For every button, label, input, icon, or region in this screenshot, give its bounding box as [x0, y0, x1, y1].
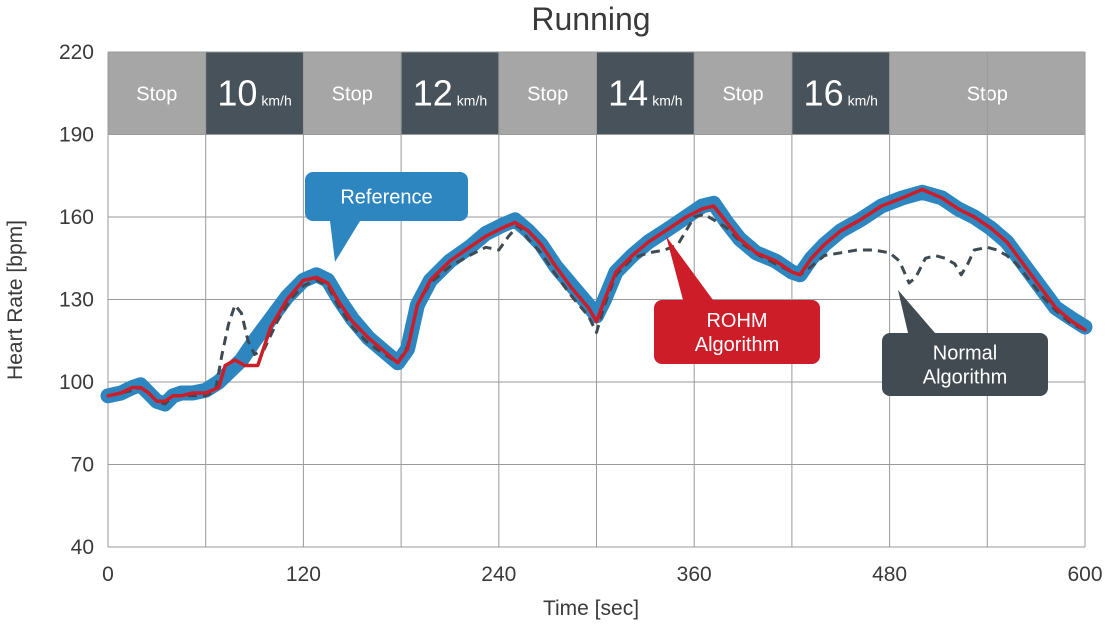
y-tick-label: 130 [59, 289, 94, 312]
phase-band [694, 52, 792, 135]
phase-speed-label: 12 km/h [413, 72, 487, 113]
x-tick-label: 360 [677, 563, 712, 586]
callout-label: ROHM [706, 310, 767, 332]
x-tick-label: 600 [1067, 563, 1102, 586]
y-tick-label: 70 [71, 454, 94, 477]
callout-label: Reference [340, 187, 432, 209]
phase-band [108, 52, 206, 135]
y-tick-label: 190 [59, 124, 94, 147]
x-tick-label: 480 [872, 563, 907, 586]
y-tick-label: 220 [59, 41, 94, 64]
callout-label: Algorithm [695, 334, 779, 356]
phase-speed-label: 10 km/h [217, 72, 291, 113]
phase-speed-label: 16 km/h [804, 72, 878, 113]
series-line-rohm-algorithm [106, 187, 1087, 404]
callout-pointer [330, 221, 360, 262]
phase-speed-label: 14 km/h [608, 72, 682, 113]
phase-band [498, 52, 597, 135]
callout-box [654, 300, 820, 364]
phase-speed-value: 14 [608, 72, 648, 113]
series-lines [100, 184, 1093, 412]
x-axis-title: Time [sec] [543, 597, 639, 620]
x-tick-label: 120 [286, 563, 321, 586]
y-tick-label: 160 [59, 206, 94, 229]
x-tick-label: 240 [481, 563, 516, 586]
callout-pointer [898, 290, 935, 333]
chart-title: Running [531, 1, 650, 37]
callout-reference: Reference [305, 172, 468, 262]
axes: 40 70 100 130 160 190 220 0 120 240 360 480 600 [59, 41, 1103, 586]
y-tick-label: 40 [71, 536, 94, 559]
phase-band [596, 52, 695, 135]
y-tick-label: 100 [59, 371, 94, 394]
phase-speed-unit: km/h [261, 92, 291, 108]
callout-label: Algorithm [923, 367, 1007, 389]
phase-speed-value: 12 [413, 72, 453, 113]
phase-stop-label: Stop [332, 83, 373, 105]
callout-pointer [666, 236, 713, 300]
phase-stop-label: Stop [136, 83, 177, 105]
phase-speed-value: 10 [217, 72, 257, 113]
grid [107, 51, 1086, 548]
y-axis-title: Heart Rate [bpm] [4, 220, 27, 380]
phase-speed-unit: km/h [457, 92, 487, 108]
callout-box [305, 172, 468, 221]
callout-box [882, 333, 1048, 396]
phase-band [791, 52, 890, 135]
callout-label: Normal [933, 343, 997, 365]
phase-stop-label: Stop [722, 83, 763, 105]
phase-stop-label: Stop [527, 83, 568, 105]
phase-band [303, 52, 402, 135]
phase-speed-unit: km/h [652, 92, 682, 108]
phase-speed-unit: km/h [848, 92, 878, 108]
phase-band [401, 52, 499, 135]
phase-speed-value: 16 [804, 72, 844, 113]
phase-band [205, 52, 304, 135]
x-tick-label: 0 [102, 563, 114, 586]
